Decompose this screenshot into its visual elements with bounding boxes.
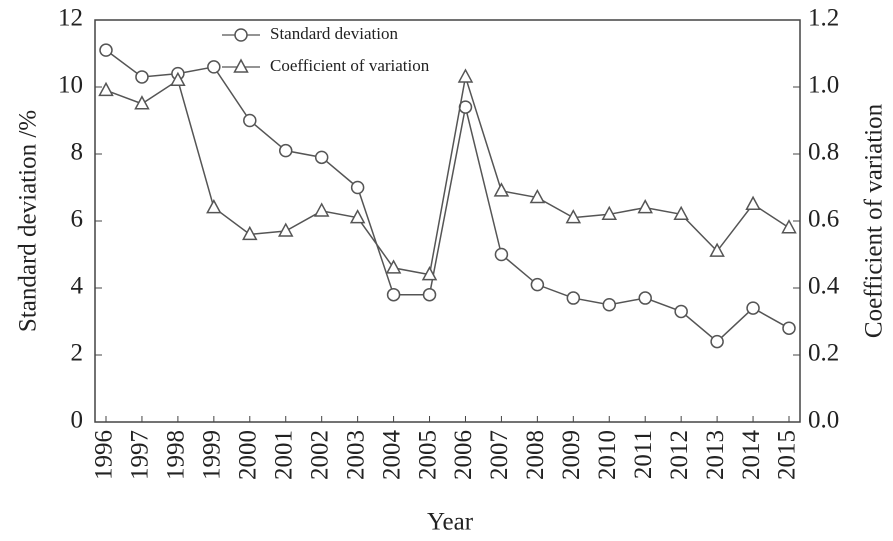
x-tick-label: 1997 (127, 430, 154, 480)
x-tick-label: 2010 (594, 430, 621, 480)
marker (782, 321, 796, 335)
marker (638, 291, 652, 305)
marker (385, 259, 402, 274)
marker (529, 188, 546, 204)
marker (233, 58, 249, 73)
y-tick-label: 4 (71, 273, 84, 300)
marker (709, 242, 725, 257)
marker (710, 334, 724, 349)
marker (207, 60, 221, 74)
marker (314, 150, 329, 165)
plot-frame (94, 19, 801, 423)
marker (601, 205, 618, 221)
x-tick-label: 2005 (414, 430, 441, 480)
marker (206, 199, 222, 214)
y2-tick-label: 0.0 (808, 407, 839, 434)
x-tick-label: 2003 (342, 430, 369, 480)
y-tick-label: 12 (58, 5, 83, 32)
x-tick-label: 2000 (235, 430, 262, 480)
marker (637, 199, 653, 214)
marker (602, 298, 617, 312)
marker (99, 43, 113, 57)
marker (781, 219, 797, 234)
marker (566, 291, 581, 305)
marker (530, 277, 545, 292)
marker (242, 225, 258, 241)
series-line (105, 49, 790, 343)
y2-axis-label: Coefficient of variation (861, 103, 888, 338)
x-tick-label: 1999 (199, 430, 226, 480)
y-tick-label: 8 (71, 139, 84, 166)
y2-tick-label: 0.2 (808, 340, 839, 367)
marker (422, 287, 437, 302)
y2-tick-label: 1.0 (808, 72, 839, 99)
marker (494, 247, 509, 262)
x-tick-label: 2001 (270, 430, 297, 480)
x-tick-label: 1998 (163, 430, 190, 480)
legend-label: Standard deviation (270, 24, 398, 43)
marker (234, 28, 248, 42)
marker (457, 68, 474, 83)
y-tick-label: 0 (71, 407, 84, 434)
x-tick-label: 2013 (702, 430, 729, 480)
marker (673, 205, 689, 221)
y2-tick-label: 0.6 (808, 206, 839, 233)
x-tick-label: 2004 (378, 430, 405, 481)
marker (674, 304, 688, 319)
x-tick-label: 2012 (666, 430, 693, 480)
marker (350, 180, 365, 195)
marker (243, 113, 257, 128)
marker (565, 209, 582, 224)
x-tick-label: 2015 (774, 430, 801, 480)
x-tick-label: 2007 (486, 430, 513, 480)
marker (421, 266, 438, 281)
marker (349, 209, 366, 224)
y-tick-label: 6 (71, 206, 84, 233)
marker (313, 202, 330, 217)
y2-tick-label: 1.2 (808, 5, 839, 32)
marker (278, 143, 293, 158)
y-tick-label: 2 (71, 340, 84, 367)
x-tick-label: 2014 (738, 430, 765, 481)
series-line (105, 76, 790, 276)
x-tick-label: 1996 (91, 430, 118, 480)
marker (134, 95, 150, 110)
x-axis-label: Year (427, 509, 474, 536)
marker (98, 81, 114, 97)
x-tick-label: 2009 (558, 430, 585, 480)
x-tick-label: 2002 (306, 430, 333, 480)
y-tick-label: 10 (58, 72, 83, 99)
marker (746, 301, 760, 315)
x-tick-label: 2011 (630, 430, 657, 479)
marker (493, 182, 510, 197)
legend-label: Coefficient of variation (270, 56, 430, 75)
y-axis-label: Standard deviation /% (15, 110, 42, 332)
y2-tick-label: 0.8 (808, 139, 839, 166)
marker (135, 70, 149, 84)
marker (386, 287, 401, 302)
marker (170, 71, 186, 87)
y2-tick-label: 0.4 (808, 273, 840, 300)
x-tick-label: 2006 (450, 430, 477, 480)
marker (745, 195, 761, 210)
x-tick-label: 2008 (522, 430, 549, 480)
marker (277, 222, 294, 237)
